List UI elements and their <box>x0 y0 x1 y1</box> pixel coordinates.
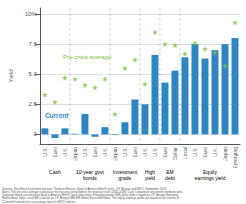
svg-text:yield: yield <box>145 175 156 181</box>
svg-text:High: High <box>144 169 156 175</box>
svg-text:12-month forward price-to-earn: 12-month forward price-to-earnings ratio… <box>2 199 77 203</box>
svg-text:Market Bond Index. Local EM is: Market Bond Index. Local EM is based on … <box>2 196 179 200</box>
svg-text:U.S.: U.S. <box>42 147 48 157</box>
svg-text:U.K.: U.K. <box>102 147 108 157</box>
svg-text:Emerging: Emerging <box>232 147 238 169</box>
svg-text:Local: Local <box>182 147 188 159</box>
svg-text:Cash: Cash <box>49 169 61 175</box>
svg-text:earnings yield: earnings yield <box>195 175 226 181</box>
svg-text:U.K.: U.K. <box>62 147 68 157</box>
svg-text:U.S.: U.S. <box>122 147 128 157</box>
svg-text:Euro: Euro <box>202 147 208 158</box>
svg-text:U.K.: U.K. <box>142 147 148 157</box>
svg-text:U.K.: U.K. <box>212 147 218 157</box>
svg-text:Japan: Japan <box>222 147 228 161</box>
svg-text:10-year govt: 10-year govt <box>76 169 104 175</box>
svg-text:10%: 10% <box>25 11 38 17</box>
svg-text:EM: EM <box>166 169 174 175</box>
svg-text:Japan: Japan <box>72 147 78 161</box>
svg-text:5.0: 5.0 <box>29 71 38 77</box>
svg-text:Notes: The pre-crisis average: Notes: The pre-crisis average is based o… <box>2 189 184 193</box>
svg-text:0: 0 <box>34 131 38 137</box>
svg-text:Current: Current <box>45 112 69 119</box>
svg-text:Dollar: Dollar <box>172 147 178 160</box>
svg-text:Pre-crisis average: Pre-crisis average <box>63 54 112 60</box>
svg-text:Euro: Euro <box>52 147 58 158</box>
svg-text:Equity: Equity <box>203 169 217 175</box>
svg-text:Corporate bonds are based on B: Corporate bonds are based on Bank of Ame… <box>2 193 179 197</box>
svg-text:7.5: 7.5 <box>29 41 38 47</box>
svg-text:2.5: 2.5 <box>29 101 38 107</box>
svg-text:Euro: Euro <box>162 147 168 158</box>
svg-text:Investment: Investment <box>112 169 138 175</box>
svg-text:bonds: bonds <box>83 175 97 181</box>
svg-text:Euro: Euro <box>92 147 98 158</box>
svg-text:Yield: Yield <box>8 69 14 82</box>
svg-text:grade: grade <box>119 175 132 181</box>
svg-text:Japan: Japan <box>112 147 118 161</box>
svg-text:Euro: Euro <box>132 147 138 158</box>
svg-text:U.S.: U.S. <box>82 147 88 157</box>
svg-text:U.S.: U.S. <box>192 147 198 157</box>
svg-text:Sources: BlackRock Investment: Sources: BlackRock Investment Institute,… <box>2 186 167 190</box>
svg-text:U.S.: U.S. <box>152 147 158 157</box>
svg-text:debt: debt <box>165 175 175 181</box>
